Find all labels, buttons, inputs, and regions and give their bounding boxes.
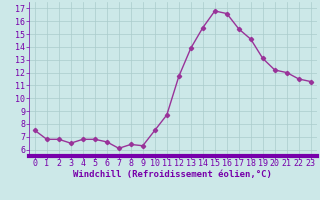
X-axis label: Windchill (Refroidissement éolien,°C): Windchill (Refroidissement éolien,°C) (73, 170, 272, 179)
